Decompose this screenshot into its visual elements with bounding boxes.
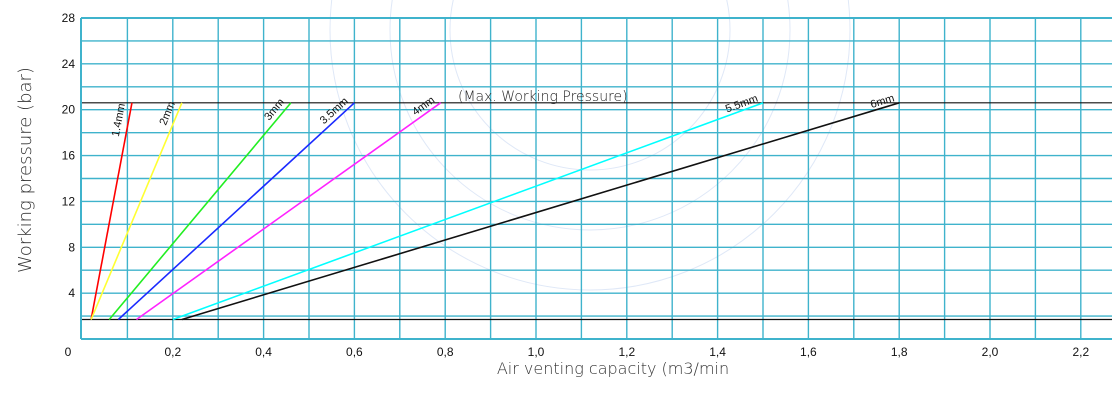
- x-tick-label: 0,8: [437, 345, 454, 359]
- series-line-6mm: [181, 102, 900, 321]
- series-line-3mm: [108, 102, 292, 321]
- x-tick-label: 1,8: [891, 345, 908, 359]
- plot-frame: [80, 17, 1112, 340]
- max-pressure-annotation: (Max. Working Pressure): [458, 89, 628, 105]
- y-axis-title: Working pressure (bar): [15, 67, 36, 273]
- x-tick-label: 1,4: [709, 345, 726, 359]
- y-tick-label: 16: [62, 149, 76, 163]
- grid: [81, 18, 1112, 339]
- watermark-logo: [329, 0, 851, 291]
- x-tick-label: 0,2: [164, 345, 181, 359]
- series-line-4mm: [136, 102, 442, 321]
- series-line-5.5mm: [172, 102, 764, 321]
- series-line-3.5mm: [117, 102, 355, 321]
- series-label-2mm: 2mm: [157, 100, 178, 127]
- x-tick-label: 1,6: [800, 345, 817, 359]
- y-tick-label: 20: [62, 103, 76, 117]
- watermark-arc: [449, 0, 731, 171]
- x-tick-label: 2,0: [982, 345, 999, 359]
- x-tick-label: 1,2: [618, 345, 635, 359]
- reference-lines: [81, 102, 1112, 321]
- series-lines: [90, 102, 900, 321]
- series-label-5.5mm: 5.5mm: [724, 93, 760, 116]
- x-tick-label: 1,0: [528, 345, 545, 359]
- watermark-arc: [329, 0, 851, 291]
- watermark-arc: [389, 0, 791, 231]
- series-line-2mm: [90, 102, 183, 320]
- x-tick-label: 0,4: [255, 345, 272, 359]
- y-tick-label: 8: [68, 240, 75, 254]
- y-tick-label: 24: [62, 57, 76, 71]
- x-axis-title: Air venting capacity (m3/min: [497, 359, 729, 378]
- x-tick-label: 2,2: [1072, 345, 1089, 359]
- x-tick-label: 0,6: [346, 345, 363, 359]
- y-tick-label: 12: [62, 194, 76, 208]
- y-tick-label: 4: [68, 286, 75, 300]
- x-tick-label: 0: [65, 345, 72, 359]
- series-line-1.4mm: [90, 102, 133, 320]
- y-tick-label: 28: [62, 11, 76, 25]
- tick-labels: 0 0,2 0,4 0,6 0,8 1,0 1,2 1,4 1,6 1,8 2,0 2,2 4 8 12 16…: [62, 11, 1090, 359]
